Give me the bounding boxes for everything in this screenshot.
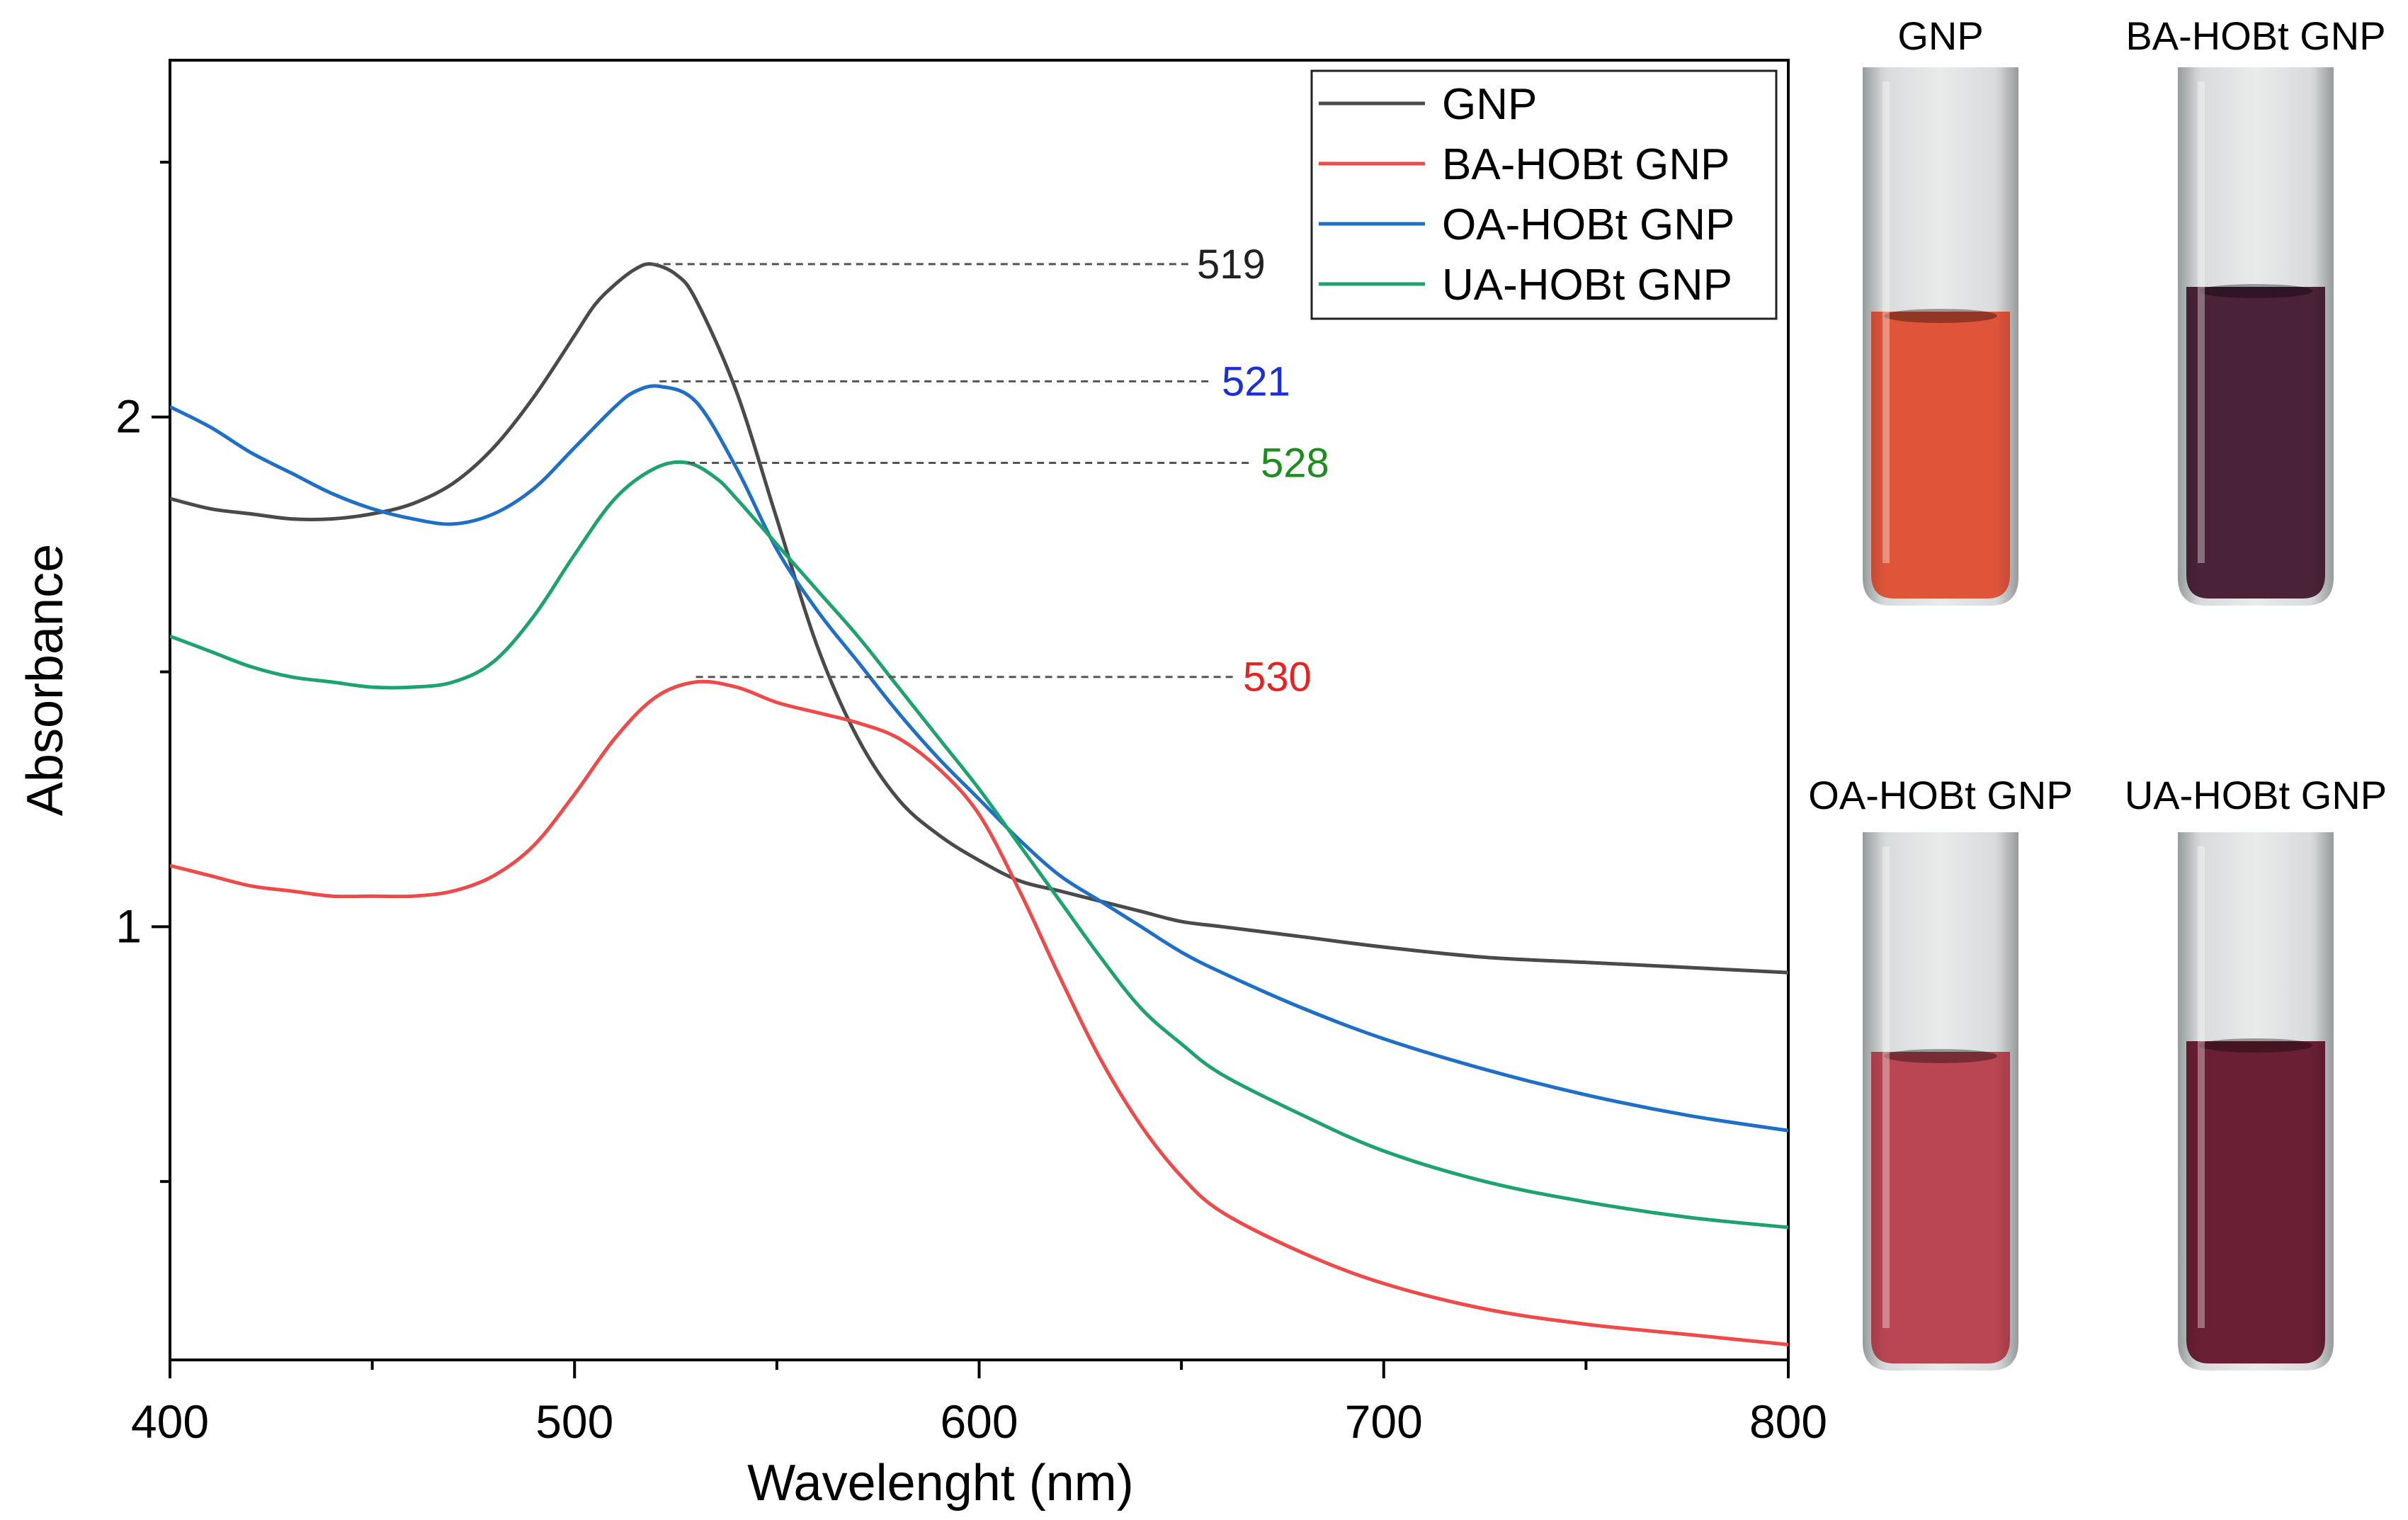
peak-annotations: 519 521 528 530 bbox=[651, 242, 1329, 701]
peak-label: 530 bbox=[1243, 654, 1312, 701]
x-axis: 400 500 600 700 800 bbox=[131, 1360, 1827, 1448]
vial-photos: GNP BA-HOBt GNP OA-HOBt GNP UA-HOBt GNP bbox=[1808, 13, 2387, 1371]
vial-photo-ba-hobt-gnp bbox=[2178, 67, 2334, 606]
series-line-ua-hobt-gnp bbox=[170, 460, 1788, 1230]
vial-photo-oa-hobt-gnp bbox=[1863, 832, 2018, 1371]
x-tick-label: 700 bbox=[1345, 1395, 1423, 1448]
vial-highlight bbox=[2198, 81, 2205, 563]
series-line-oa-hobt-gnp bbox=[170, 384, 1788, 1133]
vial-highlight bbox=[1882, 846, 1890, 1328]
x-tick-label: 500 bbox=[535, 1395, 613, 1448]
series-layer bbox=[170, 262, 1788, 1346]
vial-photo-ua-hobt-gnp bbox=[2178, 832, 2334, 1371]
vial-photo-gnp bbox=[1863, 67, 2018, 606]
vial-label: GNP bbox=[1897, 13, 1983, 58]
vial-label: BA-HOBt GNP bbox=[2125, 13, 2385, 58]
x-tick-label: 600 bbox=[940, 1395, 1018, 1448]
vial-shading bbox=[2178, 67, 2334, 606]
legend: GNP BA-HOBt GNP OA-HOBt GNP UA-HOBt GNP bbox=[1310, 69, 1778, 320]
x-axis-title: Wavelenght (nm) bbox=[747, 1455, 1134, 1512]
legend-label: UA-HOBt GNP bbox=[1442, 261, 1732, 310]
vial-shading bbox=[2178, 832, 2334, 1371]
vial-highlight bbox=[2198, 846, 2205, 1328]
x-tick-label: 400 bbox=[131, 1395, 209, 1448]
y-tick-label: 1 bbox=[115, 900, 142, 952]
y-tick-label: 2 bbox=[115, 390, 142, 443]
y-axis-title: Absorbance bbox=[17, 544, 74, 816]
vial-shading bbox=[1863, 832, 2018, 1371]
peak-label: 528 bbox=[1261, 440, 1329, 486]
legend-label: OA-HOBt GNP bbox=[1442, 200, 1734, 249]
peak-label: 519 bbox=[1197, 242, 1266, 288]
vial-highlight bbox=[1882, 81, 1890, 563]
peak-label: 521 bbox=[1222, 358, 1290, 404]
vial-label: UA-HOBt GNP bbox=[2125, 773, 2387, 817]
vial-shading bbox=[1863, 67, 2018, 606]
series-line-ba-hobt-gnp bbox=[170, 679, 1788, 1346]
series-line-gnp bbox=[170, 262, 1788, 975]
vial-label: OA-HOBt GNP bbox=[1808, 773, 2072, 817]
legend-label: GNP bbox=[1442, 80, 1537, 129]
legend-label: BA-HOBt GNP bbox=[1442, 140, 1730, 189]
x-tick-label: 800 bbox=[1749, 1395, 1827, 1448]
legend-box bbox=[1310, 69, 1778, 320]
y-axis: 1 2 bbox=[115, 160, 170, 1184]
